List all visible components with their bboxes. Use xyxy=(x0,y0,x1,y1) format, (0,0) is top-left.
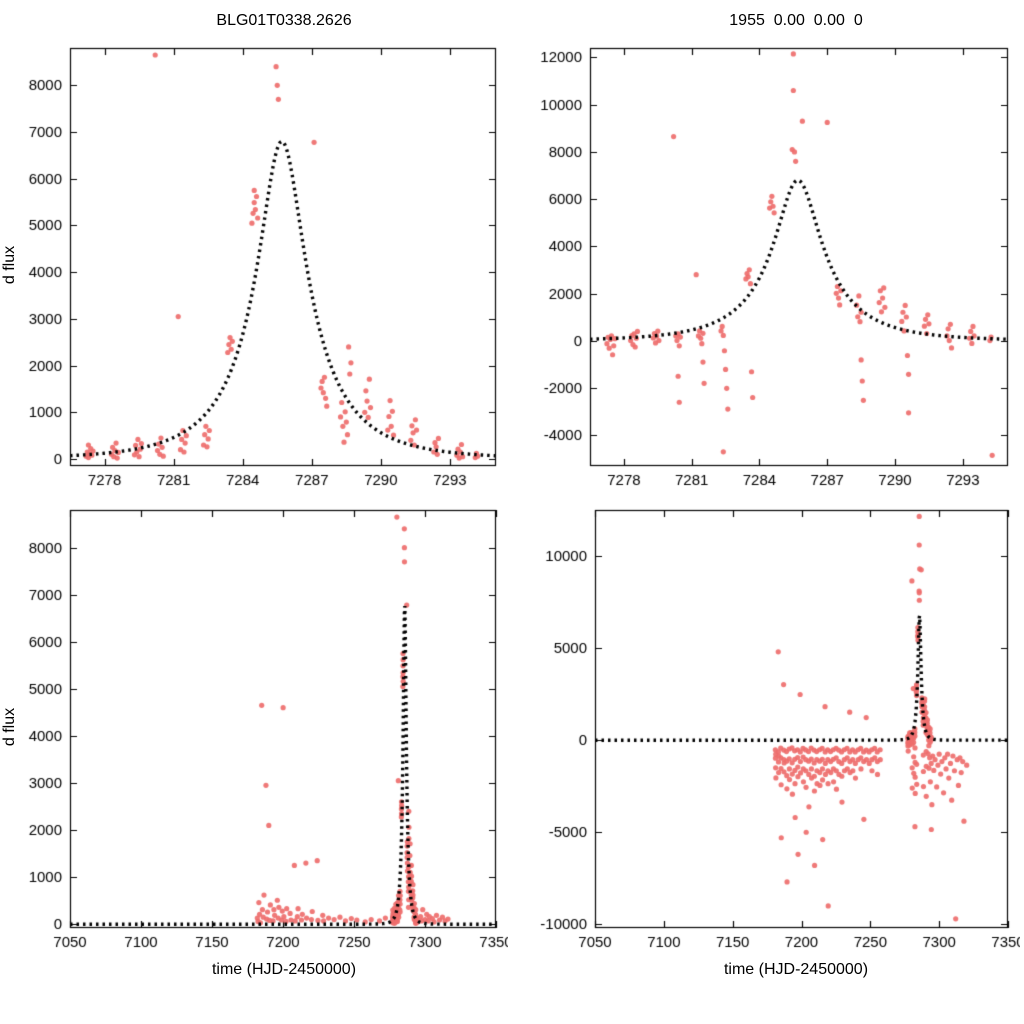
panel-title-top-left: BLG01T0338.2626 xyxy=(216,12,352,29)
x-axis-label-bottom-left: time (HJD-2450000) xyxy=(211,961,357,978)
y-axis-label: d flux xyxy=(1,707,18,747)
panel-top-right: 1955 0.00 0.00 0 xyxy=(512,8,1024,496)
panel-bottom-left: d flux time (HJD-2450000) xyxy=(0,496,512,986)
panel-bottom-right: time (HJD-2450000) xyxy=(512,496,1024,986)
plot-canvas-top-right xyxy=(532,34,1020,496)
y-axis-label-wrap: d flux xyxy=(0,34,20,496)
panel-top-left: BLG01T0338.2626 d flux xyxy=(0,8,512,496)
y-axis-label: d flux xyxy=(1,245,18,285)
y-axis-label-wrap xyxy=(512,496,532,958)
y-axis-label-wrap: d flux xyxy=(0,496,20,958)
light-curve-figure: BLG01T0338.2626 d flux 1955 0.00 0.00 0 … xyxy=(0,8,1024,986)
x-axis-label-bottom-right: time (HJD-2450000) xyxy=(723,961,869,978)
plot-canvas-bottom-right xyxy=(532,496,1020,958)
y-axis-label-wrap xyxy=(512,34,532,496)
plot-canvas-top-left xyxy=(20,34,508,496)
panel-title-top-right: 1955 0.00 0.00 0 xyxy=(729,12,863,29)
plot-canvas-bottom-left xyxy=(20,496,508,958)
